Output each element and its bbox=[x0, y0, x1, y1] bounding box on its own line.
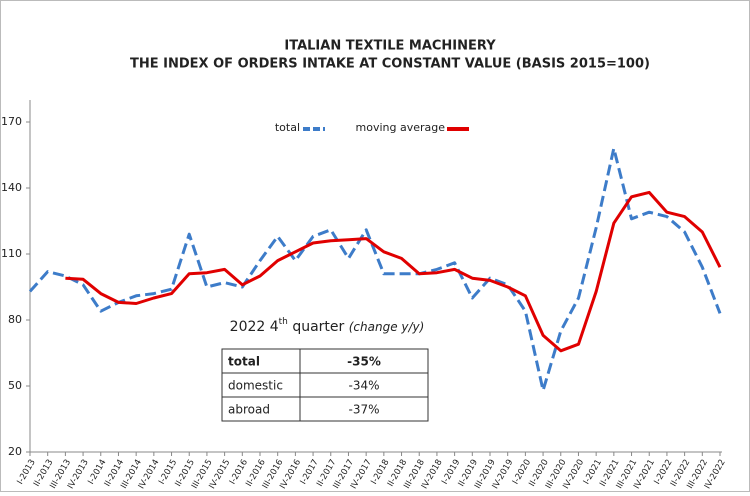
y-tick-label: 80 bbox=[8, 313, 22, 326]
table-cell: -37% bbox=[348, 403, 379, 417]
series-line bbox=[65, 190, 722, 353]
legend-label: moving average bbox=[356, 121, 446, 134]
table-title: 2022 4th quarter (change y/y) bbox=[230, 317, 425, 336]
legend-label: total bbox=[275, 121, 300, 134]
table-row bbox=[221, 348, 429, 374]
table-row bbox=[221, 396, 429, 422]
table-cell: domestic bbox=[228, 379, 283, 393]
table-cell: abroad bbox=[228, 403, 270, 417]
y-tick-label: 140 bbox=[1, 181, 22, 194]
title-main: quarter bbox=[288, 319, 345, 335]
title-year: 2022 4 bbox=[230, 319, 279, 335]
y-tick-label: 170 bbox=[1, 115, 22, 128]
table-cell: -34% bbox=[348, 379, 379, 393]
table-cell: total bbox=[228, 355, 260, 369]
chart-title: THE INDEX OF ORDERS INTAKE AT CONSTANT V… bbox=[130, 57, 650, 72]
table-cell: -35% bbox=[347, 355, 381, 369]
y-tick-label: 20 bbox=[8, 445, 22, 458]
chart-title: ITALIAN TEXTILE MACHINERY bbox=[284, 39, 496, 54]
y-tick-label: 110 bbox=[1, 247, 22, 260]
series-line bbox=[28, 146, 722, 392]
y-tick-label: 50 bbox=[8, 379, 22, 392]
title-sup: th bbox=[279, 317, 288, 327]
title-note: (change y/y) bbox=[349, 320, 425, 334]
